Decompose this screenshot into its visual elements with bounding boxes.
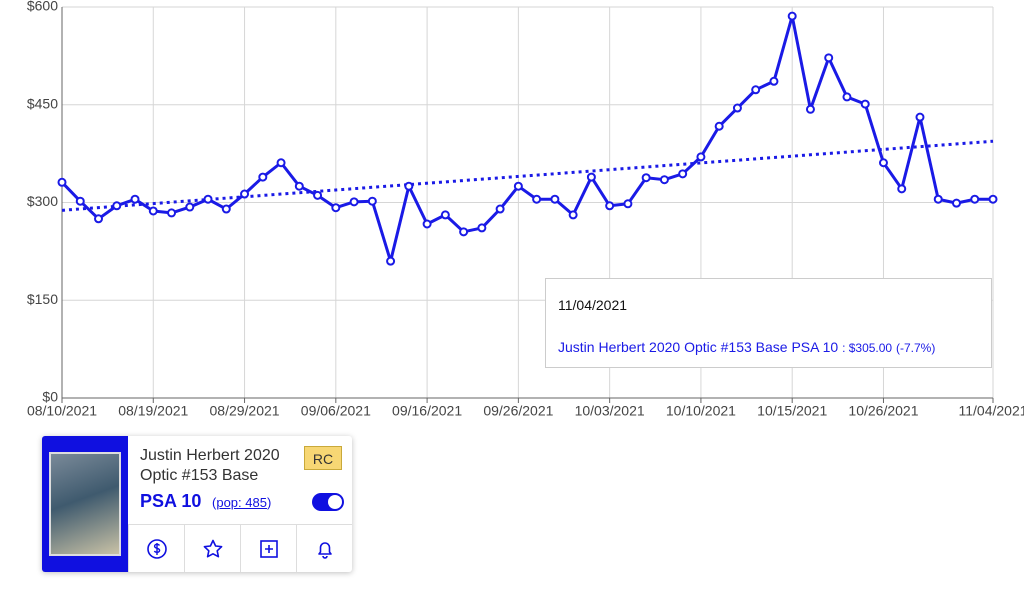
point [769, 76, 779, 86]
point [787, 11, 797, 21]
x-tick-label: 08/19/2021 [118, 403, 188, 419]
point [915, 112, 925, 122]
tooltip-name: Justin Herbert 2020 Optic #153 Base PSA … [558, 339, 839, 355]
price-line [60, 14, 993, 263]
x-tick-label: 09/16/2021 [392, 403, 462, 419]
point [988, 194, 998, 204]
point [148, 206, 158, 216]
point [313, 190, 323, 200]
x-tick-label: 10/10/2021 [666, 403, 736, 419]
add-icon [259, 540, 278, 558]
x-tick-label: 10/26/2021 [848, 403, 918, 419]
point [878, 158, 888, 168]
price-button[interactable] [128, 525, 184, 572]
point [696, 152, 706, 162]
y-tick-label: $300 [27, 193, 58, 209]
point [203, 194, 213, 204]
x-tick-label: 10/15/2021 [757, 403, 827, 419]
point [422, 219, 432, 229]
point [294, 181, 304, 191]
point [623, 199, 633, 209]
card[interactable]: Justin Herbert 2020 Optic #153 Base RC P… [42, 436, 352, 572]
x-tick-label: 08/10/2021 [27, 403, 97, 419]
point [57, 177, 67, 187]
rc-badge: RC [304, 446, 342, 470]
pop-open: ( [212, 495, 217, 510]
card-side [42, 436, 128, 572]
tooltip-change: (-7.7%) [896, 341, 936, 355]
point [842, 92, 852, 102]
point [367, 196, 377, 206]
point [386, 256, 396, 266]
grade: PSA 10 [140, 491, 202, 511]
y-tick-label: $450 [27, 95, 58, 111]
point [951, 198, 961, 208]
star-button[interactable] [184, 525, 240, 572]
trend-line [61, 139, 994, 212]
actions [128, 524, 352, 572]
add-button[interactable] [240, 525, 296, 572]
y-tick-label: $150 [27, 291, 58, 307]
x-tick-label: 09/06/2021 [301, 403, 371, 419]
point [258, 172, 268, 182]
point [805, 104, 815, 114]
point [112, 201, 122, 211]
card-title: Justin Herbert 2020 Optic #153 Base [140, 447, 280, 484]
bell-icon [317, 542, 332, 559]
point [349, 197, 359, 207]
point [513, 181, 523, 191]
point [550, 194, 560, 204]
tooltip-date: 11/04/2021 [558, 297, 628, 313]
y-tick-label: $600 [27, 0, 58, 14]
point [477, 223, 487, 233]
point [605, 201, 615, 211]
tooltip: 11/04/2021 Justin Herbert 2020 Optic #15… [545, 278, 992, 368]
point [532, 194, 542, 204]
point [933, 194, 943, 204]
point [167, 208, 177, 218]
tooltip-entry: Justin Herbert 2020 Optic #153 Base PSA … [558, 339, 935, 355]
point [568, 210, 578, 220]
point [860, 99, 870, 109]
pop-link[interactable]: pop: 485 [216, 495, 267, 510]
point [459, 227, 469, 237]
point [221, 204, 231, 214]
dollar-icon [146, 539, 167, 559]
pop-close: ) [266, 495, 272, 510]
point [440, 210, 450, 220]
point [970, 194, 980, 204]
point [824, 53, 834, 63]
card-image[interactable] [49, 452, 121, 556]
point [404, 181, 414, 191]
point [586, 172, 596, 182]
y-tick-label: $0 [42, 389, 58, 405]
point [897, 184, 907, 194]
x-tick-label: 10/03/2021 [575, 403, 645, 419]
point [331, 203, 341, 213]
x-tick-label: 08/29/2021 [210, 403, 280, 419]
point [75, 196, 85, 206]
point [240, 189, 250, 199]
point [732, 103, 742, 113]
pop: (pop: 485) [212, 495, 271, 510]
star-icon [203, 539, 222, 558]
alert-button[interactable] [296, 525, 352, 572]
point [276, 158, 286, 168]
point [641, 173, 651, 183]
x-tick-label: 11/04/2021 [958, 403, 1024, 419]
point [714, 121, 724, 131]
point [678, 169, 688, 179]
tooltip-price: : $305.00 [842, 341, 893, 355]
point [94, 214, 104, 224]
toggle[interactable] [312, 493, 344, 511]
point [185, 202, 195, 212]
point [751, 85, 761, 95]
x-tick-label: 09/26/2021 [483, 403, 553, 419]
point [495, 204, 505, 214]
point [130, 194, 140, 204]
point [659, 175, 669, 185]
